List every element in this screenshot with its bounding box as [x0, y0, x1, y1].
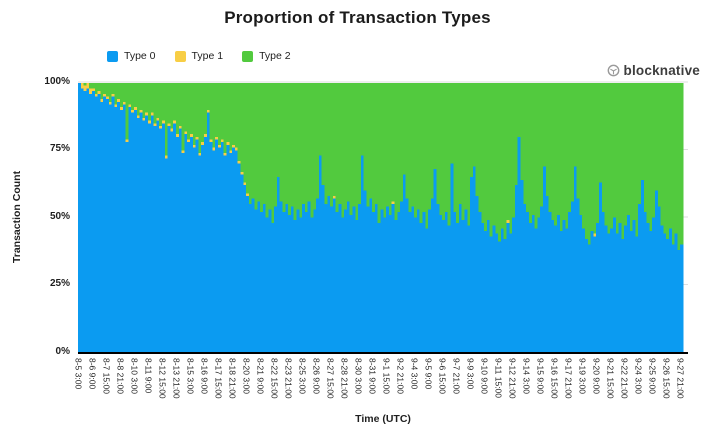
x-tick-label: 8-21 9:00: [256, 358, 266, 394]
x-tick-label: 8-12 15:00: [158, 358, 168, 399]
x-tick-label: 8-11 9:00: [144, 358, 154, 394]
x-tick-label: 9-21 15:00: [606, 358, 616, 399]
chart-title: Proportion of Transaction Types: [224, 8, 491, 27]
x-tick-label: 9-24 3:00: [634, 358, 644, 394]
x-axis-title: Time (UTC): [355, 413, 411, 425]
x-tick-label: 8-8 21:00: [116, 358, 126, 394]
x-tick-label: 8-27 15:00: [326, 358, 336, 399]
x-tick-label: 9-15 9:00: [536, 358, 546, 394]
legend: Type 0 Type 1 Type 2: [107, 50, 291, 62]
x-tick-label: 9-25 9:00: [648, 358, 658, 394]
x-tick-label: 9-5 9:00: [424, 358, 434, 389]
x-tick-label: 9-20 9:00: [592, 358, 602, 394]
x-tick-label: 9-2 21:00: [396, 358, 406, 394]
blocknative-logo: blocknative: [607, 63, 700, 78]
x-tick-label: 9-4 3:00: [410, 358, 420, 389]
type1-swatch: [174, 50, 186, 62]
type0-swatch: [107, 50, 118, 62]
x-tick-label: 9-14 3:00: [522, 358, 532, 394]
x-tick-label: 9-22 21:00: [620, 358, 630, 399]
legend-label-type2: Type 2: [259, 50, 291, 62]
legend-label-type0: Type 0: [124, 50, 156, 62]
legend-item-type0[interactable]: Type 0: [107, 50, 156, 62]
x-tick-label: 8-15 3:00: [186, 358, 196, 394]
y-tick-25: 25%: [49, 278, 70, 289]
legend-item-type1[interactable]: Type 1: [174, 50, 224, 62]
x-tick-label: 9-26 15:00: [662, 358, 672, 399]
y-tick-50: 50%: [49, 211, 70, 222]
x-tick-label: 8-31 9:00: [368, 358, 378, 394]
x-tick-label: 9-9 3:00: [466, 358, 476, 389]
x-tick-label: 8-10 3:00: [130, 358, 140, 394]
x-tick-label: 8-6 9:00: [88, 358, 98, 389]
type2-swatch: [242, 50, 254, 62]
x-tick-label: 8-25 3:00: [298, 358, 308, 394]
x-tick-label: 9-16 15:00: [550, 358, 560, 399]
x-tick-label: 8-17 15:00: [214, 358, 224, 399]
x-tick-label: 8-16 9:00: [200, 358, 210, 394]
x-tick-label: 9-6 15:00: [438, 358, 448, 394]
blocknative-wordmark: blocknative: [623, 63, 700, 78]
x-tick-label: 8-13 21:00: [172, 358, 182, 399]
x-tick-label: 8-30 3:00: [354, 358, 364, 394]
y-tick-100: 100%: [44, 76, 70, 87]
x-tick-label: 8-22 15:00: [270, 358, 280, 399]
x-tick-label: 8-7 15:00: [102, 358, 112, 394]
y-tick-0: 0%: [55, 346, 70, 357]
x-tick-label: 9-10 9:00: [480, 358, 490, 394]
x-tick-label: 9-19 3:00: [578, 358, 588, 394]
y-tick-75: 75%: [49, 143, 70, 154]
legend-label-type1: Type 1: [191, 50, 224, 62]
blocknative-icon: [607, 64, 619, 77]
x-tick-label: 8-5 3:00: [74, 358, 84, 389]
x-tick-label: 8-28 21:00: [340, 358, 350, 399]
x-tick-label: 9-27 21:00: [676, 358, 686, 399]
x-tick-label: 9-11 15:00: [494, 358, 504, 398]
x-tick-label: 8-23 21:00: [284, 358, 294, 399]
x-tick-label: 9-12 21:00: [508, 358, 518, 399]
x-tick-label: 8-20 3:00: [242, 358, 252, 394]
x-tick-label: 9-1 15:00: [382, 358, 392, 394]
x-tick-label: 8-18 21:00: [228, 358, 238, 399]
legend-item-type2[interactable]: Type 2: [242, 50, 291, 62]
x-tick-label: 9-7 21:00: [452, 358, 462, 394]
x-tick-label: 9-17 21:00: [564, 358, 574, 399]
x-tick-label: 8-26 9:00: [312, 358, 322, 394]
